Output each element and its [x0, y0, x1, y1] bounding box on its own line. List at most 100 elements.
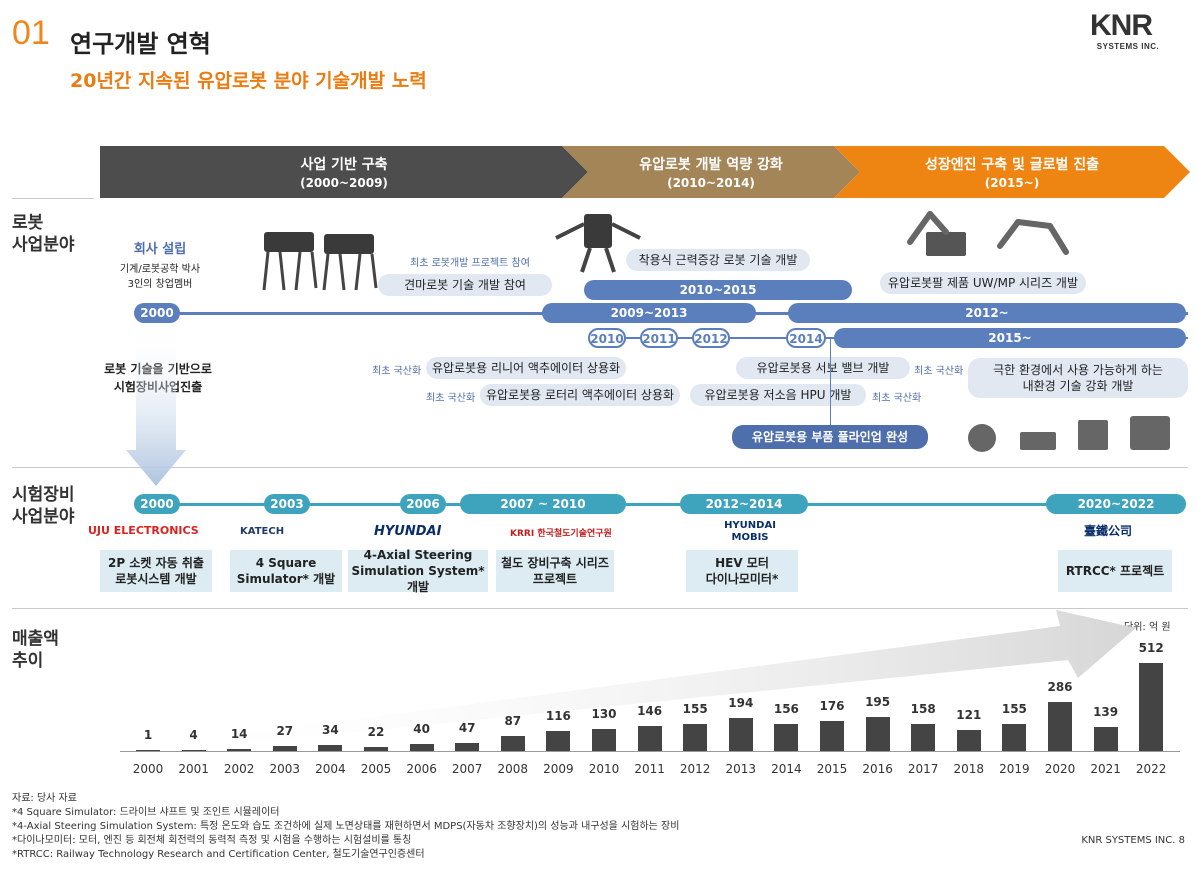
bar-2008 — [500, 736, 525, 751]
founding-info: 회사 설립 기계/로봇공학 박사 3인의 창업멤버 — [100, 238, 220, 290]
phase-2-title: 유압로봇 개발 역량 강화 — [639, 157, 783, 173]
test-timeline-line — [160, 503, 1184, 506]
revenue-label-line2: 추이 — [12, 651, 44, 671]
phase-arrow-3: 성장엔진 구축 및 글로벌 진출 (2015~) — [834, 146, 1190, 198]
bar-value-2013: 194 — [728, 695, 754, 710]
revenue-section-label: 매출액 추이 — [12, 628, 59, 672]
robotic-arm-image — [907, 211, 1069, 256]
test-milestone-2006: 2006 — [400, 494, 446, 514]
tick-label-2017: 2017 — [907, 762, 939, 776]
tick-label-2009: 2009 — [543, 762, 574, 776]
project-6-line1: RTRCC* 프로젝트 — [1065, 564, 1165, 578]
logo-wordmark: KNR — [1090, 9, 1153, 42]
bar-value-2021: 139 — [1093, 705, 1119, 720]
tag-domestic-servo: 최초 국산화 — [914, 366, 964, 377]
test-milestone-2007-2010: 2007 ~ 2010 — [460, 494, 626, 514]
tick-label-2007: 2007 — [451, 762, 483, 776]
bar-2000 — [136, 750, 160, 751]
period-2015: 2015~ — [834, 328, 1186, 348]
robot-label-line2: 사업분야 — [12, 235, 75, 255]
test-label-line1: 시험장비 — [12, 485, 75, 505]
lineup-connector — [830, 339, 831, 425]
footnote-source: 자료: 당사 자료 — [12, 793, 77, 804]
logo-taiwan-railway: 臺鐵公司 — [1084, 524, 1133, 538]
bar-2015 — [820, 720, 844, 751]
robot-section-label: 로봇 사업분야 — [12, 212, 75, 256]
divider-robot-test — [12, 467, 1188, 468]
period-2009-2013: 2009~2013 — [542, 303, 756, 323]
bar-2007 — [455, 742, 480, 751]
tick-label-2013: 2013 — [725, 762, 757, 776]
bar-2010 — [592, 728, 616, 751]
test-milestone-2020-2022: 2020~2022 — [1046, 494, 1186, 514]
project-box-6: RTRCC* 프로젝트 — [1058, 550, 1172, 592]
tag-domestic-hpu: 최초 국산화 — [872, 393, 922, 404]
bar-2016 — [865, 717, 890, 751]
box-linear-actuator: 유압로봇용 리니어 액추에이터 상용화 — [426, 357, 626, 379]
logo-hyundai: HYUNDAI — [374, 524, 442, 539]
bar-value-2014: 156 — [773, 702, 799, 717]
box-full-lineup: 유압로봇용 부품 풀라인업 완성 — [732, 425, 928, 449]
period-2012: 2012~ — [788, 303, 1186, 323]
growth-trend-arrow-icon — [140, 610, 1136, 752]
bar-2002 — [227, 748, 252, 751]
bar-value-2007: 47 — [458, 720, 476, 735]
phase-arrow-1: 사업 기반 구축 (2000~2009) — [100, 146, 588, 198]
bar-value-2020: 286 — [1047, 679, 1073, 694]
bar-2019 — [1002, 724, 1027, 751]
bar-value-2008: 87 — [504, 714, 522, 729]
project-2-line2: Simulator* 개발 — [236, 572, 336, 586]
founding-title: 회사 설립 — [133, 242, 187, 257]
footnote-4square: *4 Square Simulator: 드라이브 샤프트 및 조인트 시뮬레이… — [12, 807, 280, 818]
project-box-3: 4-Axial Steering Simulation System* 개발 — [348, 548, 488, 594]
bar-value-2004: 34 — [322, 723, 339, 738]
logo-uju: UJU ELECTRONICS — [88, 524, 199, 537]
env-line1: 극한 환경에서 사용 가능하게 하는 — [993, 363, 1163, 377]
year-2014: 2014 — [786, 328, 826, 348]
bar-value-2015: 176 — [819, 698, 845, 713]
bar-2009 — [546, 731, 571, 751]
project-3-line2: Simulation System* 개발 — [351, 564, 485, 594]
tick-label-2006: 2006 — [406, 762, 437, 776]
project-5-line1: HEV 모터 — [715, 556, 769, 570]
bar-2005 — [364, 747, 388, 751]
tick-label-2003: 2003 — [269, 762, 301, 776]
bar-2011 — [637, 725, 662, 751]
year-2012: 2012 — [692, 328, 730, 348]
quadruped-robot-image — [262, 232, 378, 291]
bar-2021 — [1093, 727, 1118, 751]
project-1-line1: 2P 소켓 자동 취출 — [108, 556, 204, 570]
phase-2-period: (2010~2014) — [667, 176, 755, 190]
year-2010: 2010 — [588, 328, 626, 348]
project-box-5: HEV 모터 다이나모미터* — [686, 550, 798, 592]
bar-2004 — [318, 745, 343, 751]
page-subtitle: 20년간 지속된 유압로봇 분야 기술개발 노력 — [70, 70, 427, 92]
tick-label-2020: 2020 — [1044, 762, 1076, 776]
tick-label-2010: 2010 — [588, 762, 620, 776]
year-2000-robot: 2000 — [134, 303, 180, 323]
divider-test-revenue — [12, 608, 1188, 609]
bar-2013 — [728, 717, 753, 751]
bar-value-2018: 121 — [956, 708, 982, 723]
phase-1-period: (2000~2009) — [300, 176, 388, 190]
tick-label-2001: 2001 — [178, 762, 209, 776]
robot-label-line1: 로봇 — [12, 213, 44, 233]
phase-3-title: 성장엔진 구축 및 글로벌 진출 — [924, 157, 1100, 173]
revenue-label-line1: 매출액 — [12, 629, 59, 649]
box-dog-robot: 견마로봇 기술 개발 참여 — [378, 274, 552, 296]
box-environment: 극한 환경에서 사용 가능하게 하는 내환경 기술 강화 개발 — [968, 358, 1188, 398]
phase-3-period: (2015~) — [984, 176, 1040, 190]
section-number: 01 — [12, 14, 50, 52]
box-rotary-actuator: 유압로봇용 로터리 액추에이터 상용화 — [480, 384, 680, 406]
bar-2017 — [911, 723, 936, 751]
logo-krri: KRRI 한국철도기술연구원 — [510, 529, 612, 539]
project-4-line1: 철도 장비구축 시리즈 — [501, 556, 609, 570]
bar-value-2016: 195 — [865, 695, 891, 710]
tick-label-2002: 2002 — [223, 762, 255, 776]
exoskeleton-robot-image — [555, 214, 641, 273]
footnote-dynamometer: *다이나모미터: 모터, 엔진 등 회전체 회전력의 동력적 측정 및 시험을 … — [12, 835, 412, 846]
bar-2020 — [1048, 701, 1072, 751]
bar-2006 — [409, 744, 434, 751]
test-milestone-2003: 2003 — [264, 494, 310, 514]
test-section-label: 시험장비 사업분야 — [12, 484, 75, 528]
